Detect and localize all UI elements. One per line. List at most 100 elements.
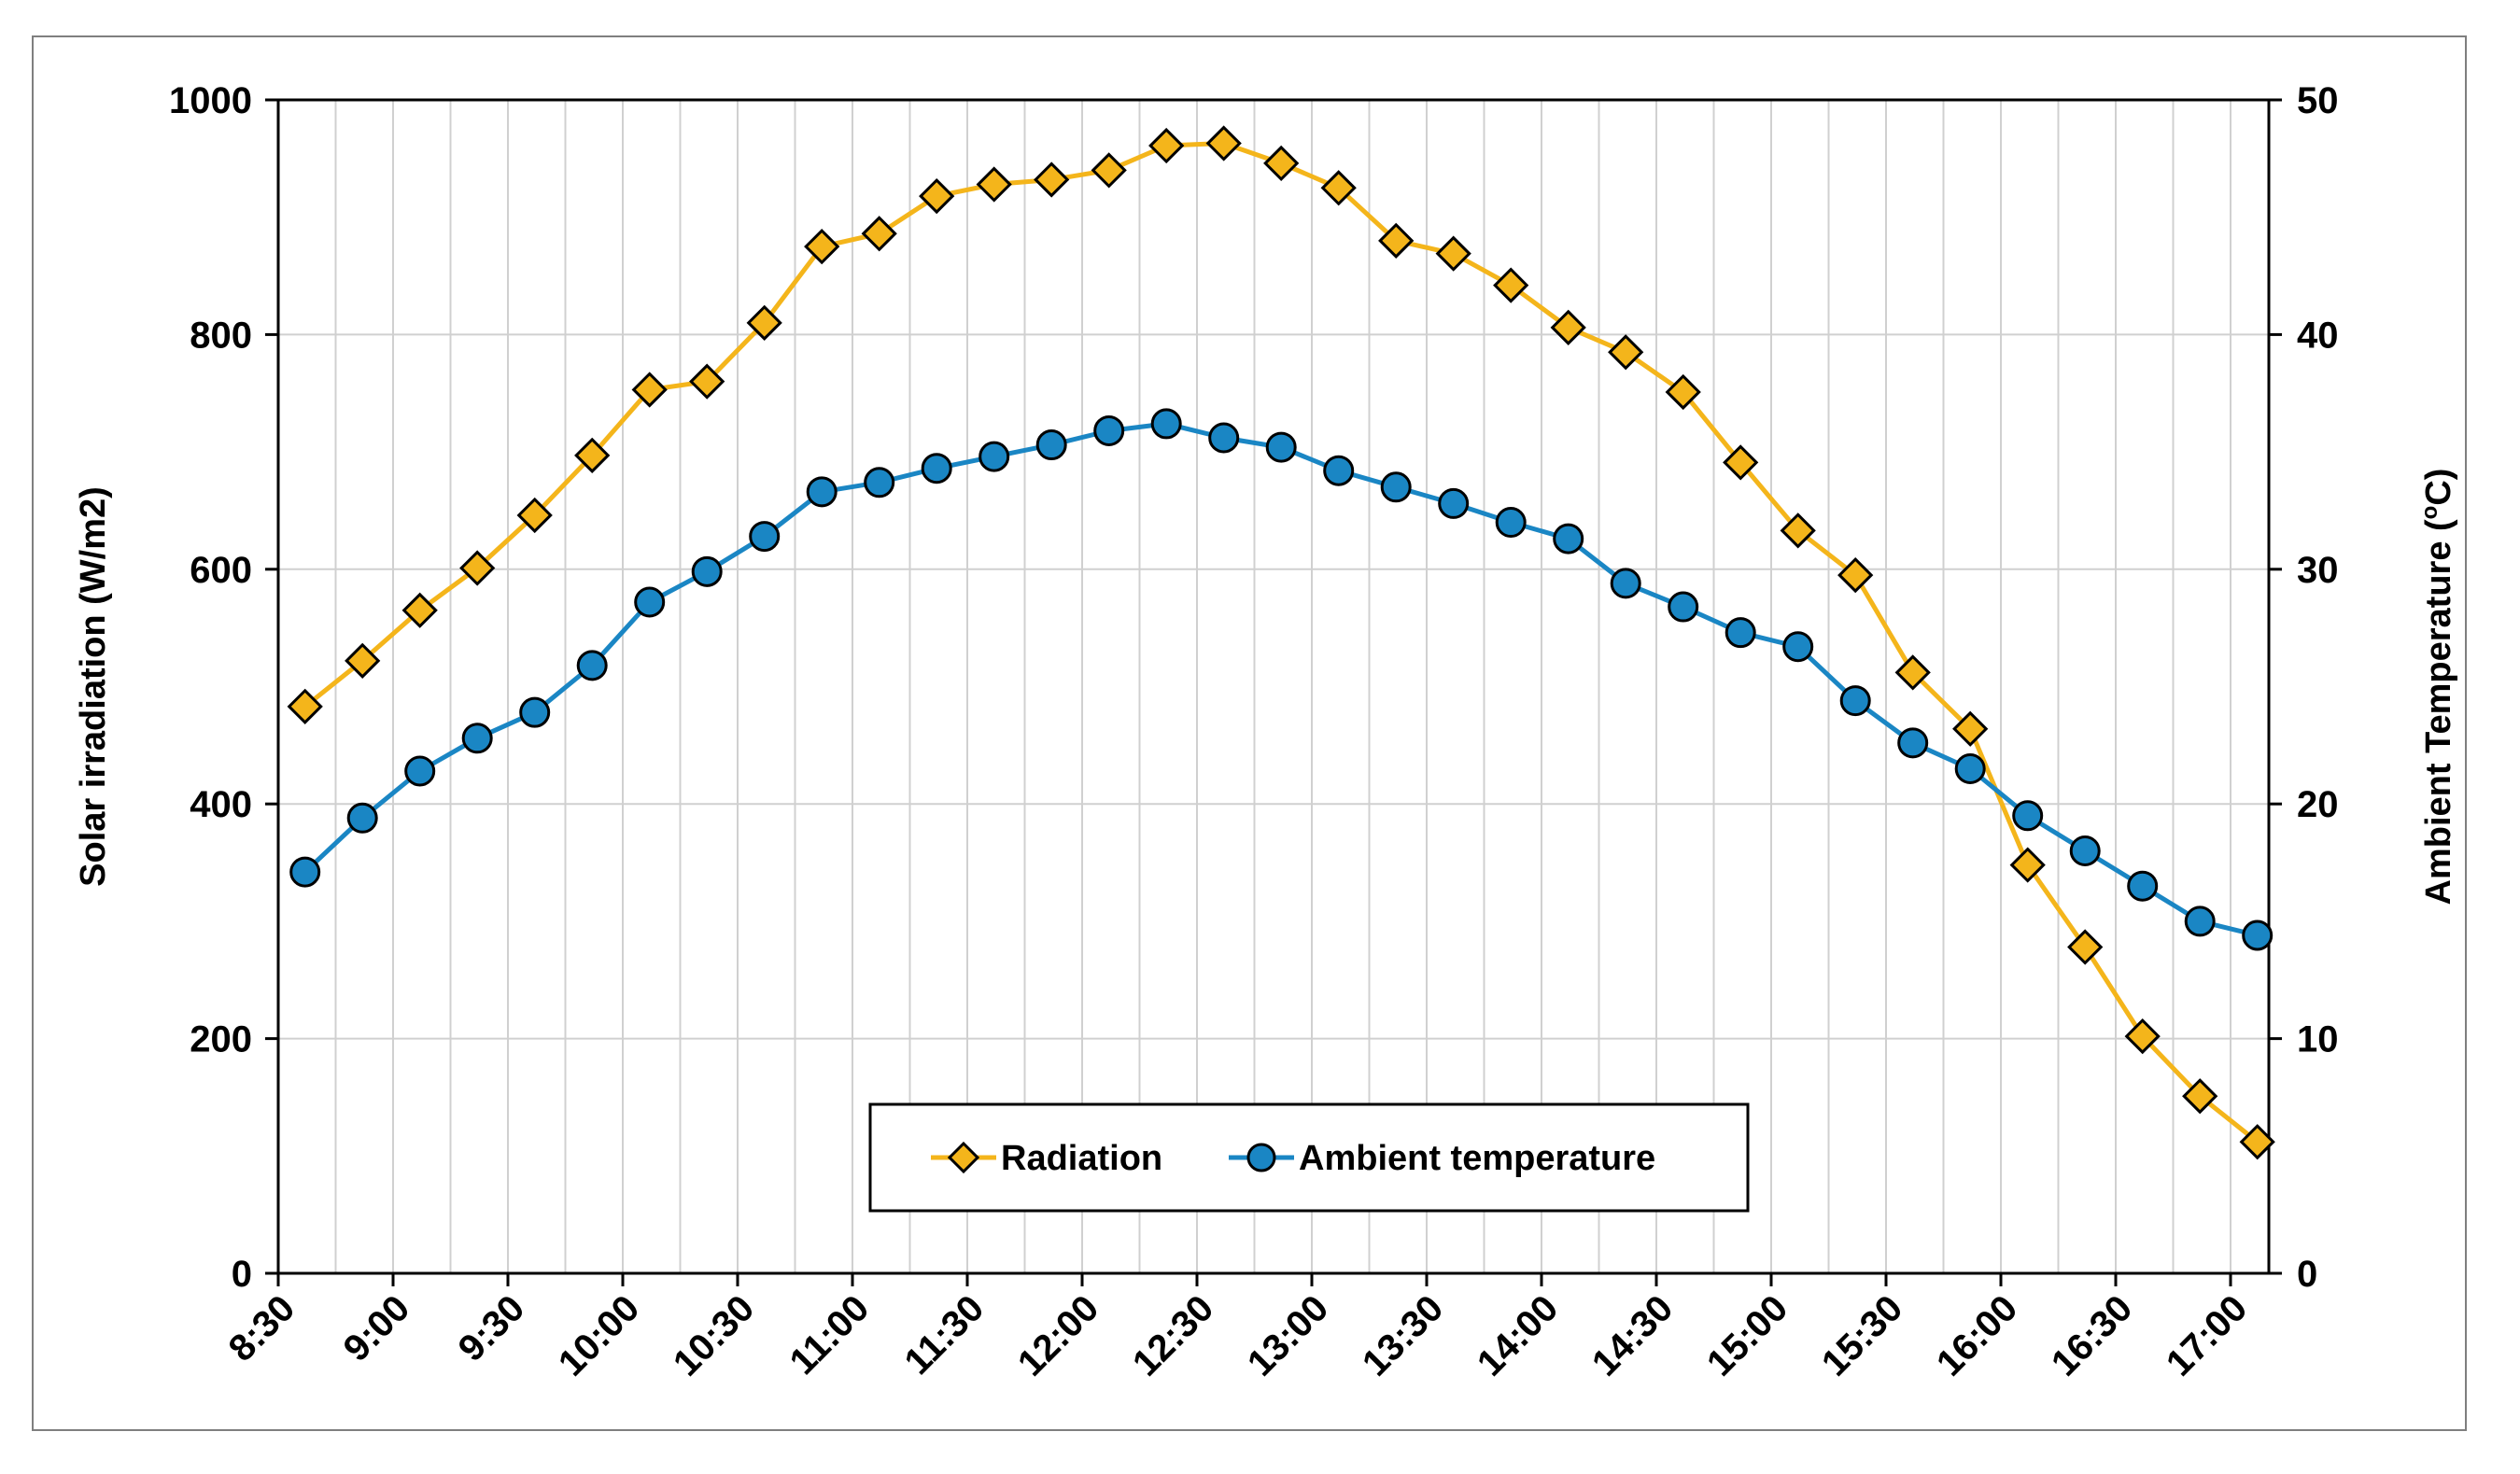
temperature-point (1897, 727, 1929, 759)
temperature-point (634, 586, 666, 618)
radiation-point (2239, 1124, 2275, 1160)
legend-radiation-label: Radiation (1001, 1139, 1162, 1178)
legend-radiation-marker (947, 1141, 980, 1174)
radiation-point (1608, 334, 1644, 371)
x-tick-label: 10:00 (551, 1287, 647, 1383)
radiation-point (2067, 929, 2104, 965)
radiation-point (1550, 309, 1586, 345)
legend-temperature-marker (1246, 1143, 1276, 1172)
x-tick-label: 14:30 (1584, 1287, 1681, 1383)
y-tick-label: 200 (190, 1019, 252, 1060)
temperature-point (289, 856, 321, 888)
temperature-point (691, 555, 723, 587)
radiation-point (861, 216, 897, 252)
series-layer (287, 125, 2275, 1160)
radiation-point (1493, 267, 1529, 303)
series-ambient-temperature (289, 408, 2274, 951)
temperature-point (1668, 591, 1699, 623)
x-tick-label: 13:30 (1355, 1287, 1451, 1383)
radiation-point (1780, 512, 1816, 549)
x-tick-label: 17:00 (2159, 1287, 2255, 1383)
legend: Radiation Ambient temperature (868, 1102, 1750, 1213)
radiation-point (1091, 152, 1127, 189)
radiation-point (631, 372, 668, 408)
y-tick-label: 1000 (169, 80, 252, 121)
y2-tick-label: 30 (2297, 550, 2339, 591)
y2-tick-label: 0 (2297, 1254, 2317, 1295)
y-tick-label: 800 (190, 315, 252, 356)
temperature-point (1438, 487, 1470, 519)
radiation-point (287, 688, 323, 724)
temperature-point (749, 521, 781, 553)
temperature-point (2242, 919, 2274, 951)
x-tick-label: 12:30 (1125, 1287, 1221, 1383)
x-tick-label: 10:30 (666, 1287, 762, 1383)
radiation-point (1378, 222, 1415, 259)
radiation-point (1034, 161, 1070, 198)
radiation-point (345, 642, 381, 679)
radiation-point (1205, 125, 1242, 161)
temperature-point (519, 696, 551, 728)
temperature-point (1380, 471, 1412, 503)
legend-temperature-label: Ambient temperature (1299, 1139, 1655, 1178)
radiation-point (919, 177, 955, 215)
radiation-point (401, 592, 438, 628)
radiation-point (1837, 556, 1874, 594)
temperature-point (1093, 414, 1125, 446)
radiation-point (2009, 847, 2046, 883)
radiation-point (1723, 444, 1759, 481)
series-radiation (287, 125, 2275, 1160)
temperature-point (1150, 408, 1182, 440)
temperature-point (1782, 631, 1814, 663)
y-tick-label: 0 (232, 1254, 252, 1295)
y2-axis-title-sup: o (2417, 506, 2443, 520)
temperature-point (2184, 905, 2216, 937)
radiation-point (1894, 654, 1931, 691)
plot-area (276, 98, 2271, 1275)
x-tick-label: 16:30 (2044, 1287, 2140, 1383)
x-tick-label: 12:00 (1010, 1287, 1106, 1383)
series-line (303, 141, 2260, 1144)
temperature-point (2069, 835, 2101, 866)
x-tick-label: 14:00 (1470, 1287, 1566, 1383)
legend-box (868, 1102, 1750, 1213)
temperature-point (461, 723, 493, 754)
temperature-point (1208, 422, 1240, 454)
temperature-point (2012, 800, 2044, 832)
x-tick-label: 15:00 (1699, 1287, 1795, 1383)
radiation-point (2182, 1078, 2218, 1115)
temperature-point (1839, 685, 1871, 717)
x-tick-label: 9:00 (336, 1287, 418, 1369)
temperature-point (1265, 431, 1297, 463)
y2-axis-title-main: Ambient Temperature ( (2419, 519, 2458, 905)
temperature-point (404, 755, 436, 787)
radiation-point (804, 229, 840, 265)
radiation-point (746, 304, 782, 341)
x-tick-label: 15:30 (1814, 1287, 1910, 1383)
temperature-point (1553, 523, 1584, 555)
temperature-point (1323, 455, 1355, 486)
temperature-point (1035, 429, 1067, 461)
y-tick-label: 600 (190, 550, 252, 591)
x-tick-label: 9:30 (451, 1287, 533, 1369)
y2-tick-label: 40 (2297, 315, 2339, 356)
temperature-point (346, 802, 378, 834)
temperature-point (1954, 752, 1986, 784)
radiation-point (976, 166, 1012, 203)
temperature-point (806, 476, 838, 508)
y2-tick-label: 20 (2297, 784, 2339, 825)
temperature-point (864, 467, 895, 498)
temperature-point (1725, 617, 1756, 649)
radiation-point (459, 550, 496, 586)
radiation-point (1263, 145, 1300, 181)
temperature-point (921, 453, 952, 484)
radiation-point (516, 497, 553, 534)
radiation-point (689, 363, 725, 400)
x-tick-label: 8:30 (221, 1287, 303, 1369)
radiation-point (1952, 710, 1989, 747)
x-tick-label: 11:00 (781, 1287, 877, 1383)
radiation-point (1148, 127, 1185, 164)
y2-axis-title: Ambient Temperature (oC) (2417, 469, 2458, 905)
x-tick-label: 13:00 (1240, 1287, 1336, 1383)
